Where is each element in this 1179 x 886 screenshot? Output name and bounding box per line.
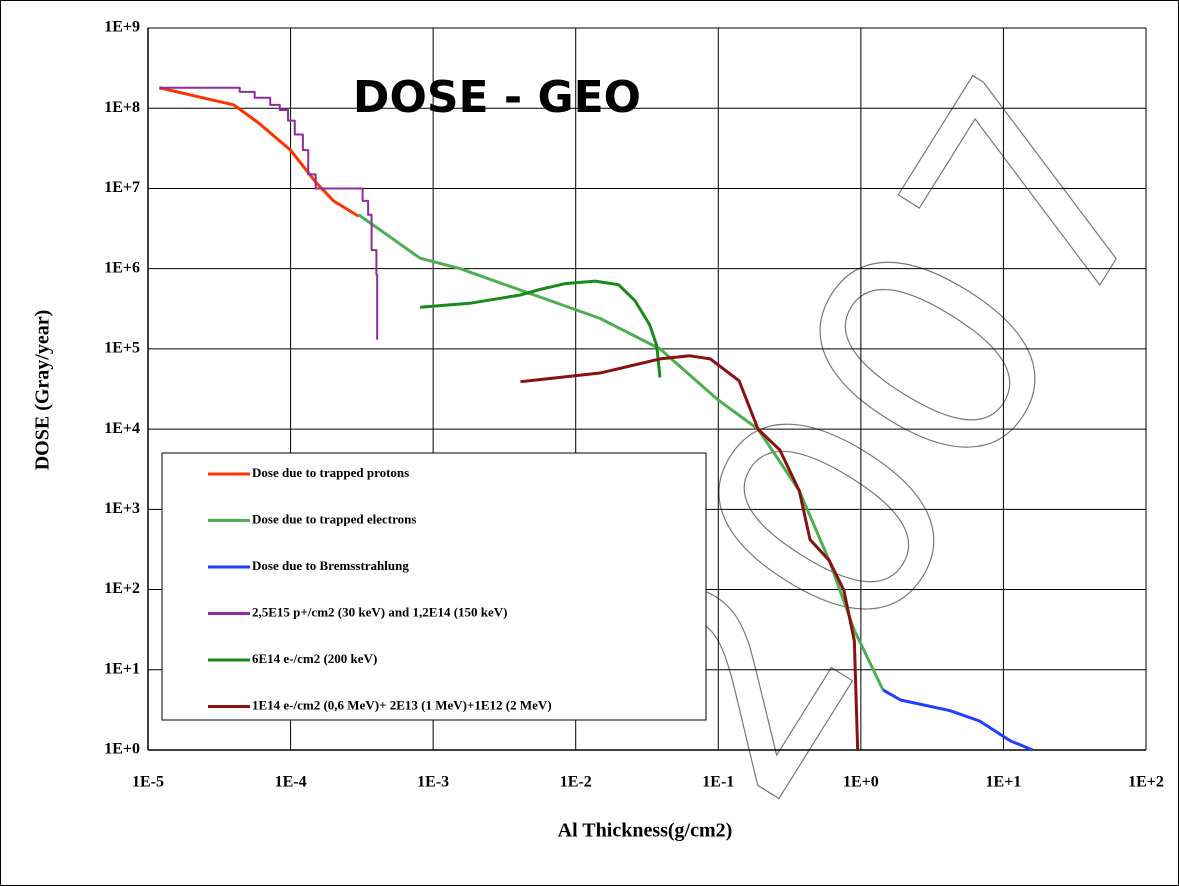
x-tick-label: 1E-4 bbox=[275, 774, 307, 791]
y-tick-label: 1E+2 bbox=[104, 580, 140, 597]
x-tick-label: 1E+0 bbox=[843, 774, 879, 791]
legend-label: Dose due to trapped protons bbox=[252, 465, 409, 480]
legend-label: 2,5E15 p+/cm2 (30 keV) and 1,2E14 (150 k… bbox=[252, 604, 508, 619]
x-tick-label: 1E+1 bbox=[986, 774, 1022, 791]
y-axis-label: DOSE (Gray/year) bbox=[32, 310, 54, 471]
legend-box bbox=[162, 453, 706, 720]
chart-title: DOSE - GEO bbox=[353, 72, 641, 123]
y-tick-label: 1E+6 bbox=[104, 259, 140, 276]
x-tick-label: 1E-5 bbox=[132, 774, 164, 791]
y-tick-label: 1E+8 bbox=[104, 99, 140, 116]
legend-label: Dose due to Bremsstrahlung bbox=[252, 558, 409, 573]
legend-label: 6E14 e-/cm2 (200 keV) bbox=[252, 651, 377, 666]
chart: DOSE - GEO Al Thickness(g/cm2) DOSE (Gra… bbox=[0, 0, 1179, 886]
y-tick-label: 1E+4 bbox=[104, 420, 140, 437]
x-tick-label: 1E+2 bbox=[1128, 774, 1164, 791]
y-tick-label: 1E+9 bbox=[104, 19, 140, 36]
y-tick-label: 1E+5 bbox=[104, 340, 140, 357]
y-tick-label: 1E+1 bbox=[104, 660, 140, 677]
x-tick-label: 1E-2 bbox=[560, 774, 592, 791]
x-tick-label: 1E-3 bbox=[417, 774, 449, 791]
y-tick-label: 1E+0 bbox=[104, 741, 140, 758]
legend-label: Dose due to trapped electrons bbox=[252, 511, 416, 526]
x-axis-label: Al Thickness(g/cm2) bbox=[558, 820, 733, 842]
legend-label: 1E14 e-/cm2 (0,6 MeV)+ 2E13 (1 MeV)+1E12… bbox=[252, 697, 552, 712]
y-tick-label: 1E+3 bbox=[104, 500, 140, 517]
x-tick-label: 1E-1 bbox=[702, 774, 734, 791]
y-tick-label: 1E+7 bbox=[104, 179, 140, 196]
